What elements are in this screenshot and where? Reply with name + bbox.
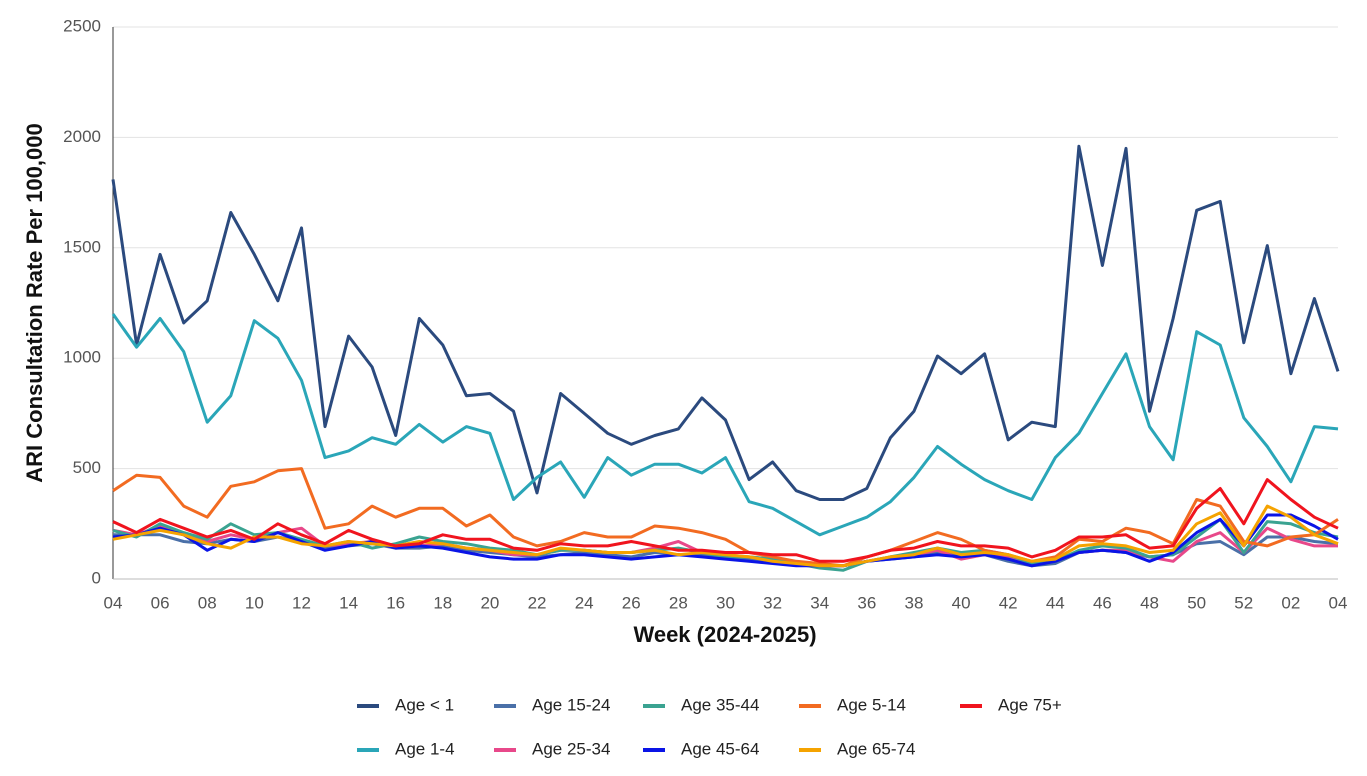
x-tick-label: 30 — [716, 593, 735, 612]
x-tick-label: 44 — [1046, 593, 1065, 612]
x-tick-label: 02 — [1281, 593, 1300, 612]
x-tick-label: 18 — [433, 593, 452, 612]
x-tick-label: 12 — [292, 593, 311, 612]
legend-label: Age 75+ — [998, 695, 1062, 714]
legend-label: Age 1-4 — [395, 739, 455, 758]
series-line — [112, 517, 1339, 572]
legend-label: Age 35-44 — [681, 695, 759, 714]
y-tick-label: 0 — [92, 568, 101, 587]
series-line — [112, 478, 1339, 563]
x-tick-label: 46 — [1093, 593, 1112, 612]
y-tick-label: 1000 — [63, 348, 101, 367]
x-tick-label: 50 — [1187, 593, 1206, 612]
x-tick-label: 04 — [1329, 593, 1348, 612]
x-tick-label: 26 — [622, 593, 641, 612]
x-tick-label: 38 — [905, 593, 924, 612]
x-tick-label: 52 — [1234, 593, 1253, 612]
x-tick-label: 36 — [857, 593, 876, 612]
x-tick-label: 40 — [952, 593, 971, 612]
series-line — [111, 313, 1339, 537]
x-tick-label: 28 — [669, 593, 688, 612]
x-tick-label: 48 — [1140, 593, 1159, 612]
x-tick-label: 08 — [198, 593, 217, 612]
y-tick-label: 1500 — [63, 237, 101, 256]
legend-label: Age 45-64 — [681, 739, 759, 758]
x-tick-label: 22 — [528, 593, 547, 612]
x-tick-label: 42 — [999, 593, 1018, 612]
legend-label: Age 15-24 — [532, 695, 610, 714]
series-line — [112, 504, 1339, 568]
x-tick-label: 24 — [575, 593, 594, 612]
y-tick-label: 2500 — [63, 16, 101, 35]
series-line — [112, 467, 1339, 568]
y-tick-label: 500 — [73, 458, 101, 477]
x-tick-label: 20 — [480, 593, 499, 612]
legend-label: Age 5-14 — [837, 695, 906, 714]
series-line — [112, 513, 1339, 568]
legend-label: Age 25-34 — [532, 739, 610, 758]
x-axis-title: Week (2024-2025) — [633, 622, 816, 647]
x-tick-label: 10 — [245, 593, 264, 612]
x-tick-label: 32 — [763, 593, 782, 612]
series-line — [111, 144, 1340, 501]
legend-label: Age 65-74 — [837, 739, 915, 758]
x-tick-label: 14 — [339, 593, 358, 612]
x-tick-label: 06 — [151, 593, 170, 612]
x-tick-label: 16 — [386, 593, 405, 612]
y-tick-label: 2000 — [63, 127, 101, 146]
legend-label: Age < 1 — [395, 695, 454, 714]
x-tick-label: 04 — [104, 593, 123, 612]
x-tick-label: 34 — [810, 593, 829, 612]
y-axis-title: ARI Consultation Rate Per 100,000 — [22, 123, 47, 482]
